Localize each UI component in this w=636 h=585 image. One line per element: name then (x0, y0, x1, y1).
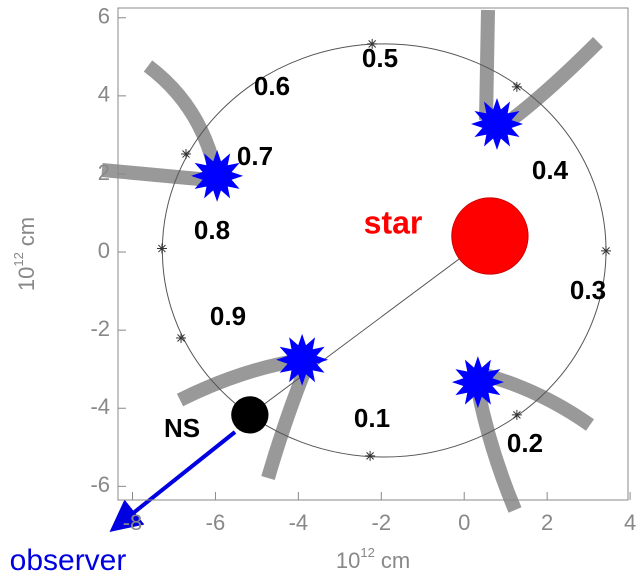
x-label-exp: 12 (360, 545, 374, 560)
x-axis-label: 1012 cm (336, 545, 410, 572)
x-tick-label: 2 (541, 510, 553, 535)
phase-label: 0.2 (507, 428, 543, 458)
orbit-point (176, 333, 186, 343)
chart: observer 1012cm 1012cm -8-6-4-2024-6-4-2… (0, 0, 636, 580)
star (452, 198, 528, 274)
burst (191, 150, 243, 202)
y-tick-label: 0 (98, 238, 110, 263)
phase-label: 0.6 (254, 71, 290, 101)
wind-tail (268, 370, 305, 478)
neutron-star (231, 396, 268, 433)
y-tick-label: -6 (90, 472, 110, 497)
y-label-unit: cm (14, 217, 39, 246)
y-label-exp: 12 (11, 252, 26, 266)
phase-label: 0.1 (354, 403, 390, 433)
y-tick-label: -2 (90, 316, 110, 341)
phase-label: 0.5 (362, 43, 398, 73)
wind-tail (180, 360, 300, 400)
observer-label: observer (10, 544, 127, 577)
phase-label: 0.7 (237, 141, 273, 171)
x-tick-label: -2 (372, 510, 392, 535)
observer-arrow (122, 432, 235, 522)
star-ns-line (250, 236, 490, 415)
y-tick-label: -4 (90, 394, 110, 419)
x-tick-label: 4 (624, 510, 636, 535)
orbit-point (512, 410, 522, 420)
orbit-point (181, 149, 191, 159)
x-tick-label: -4 (289, 510, 309, 535)
page: {"chart_data": {"type": "orbit", "xlim":… (0, 0, 636, 580)
orbit-point (365, 451, 375, 461)
burst (471, 98, 523, 150)
y-axis-label: 1012 cm (11, 217, 38, 291)
phase-label: 0.4 (532, 155, 569, 185)
y-tick-label: 4 (98, 82, 110, 107)
star-label: star (364, 204, 423, 240)
burst (276, 334, 328, 386)
y-label-base: 10 (14, 267, 39, 291)
x-tick-label: -8 (123, 510, 143, 535)
wind-tail (486, 10, 488, 120)
orbit-point (601, 246, 611, 256)
y-tick-label: 6 (98, 4, 110, 29)
x-label-base: 10 (336, 548, 360, 573)
phase-label: 0.8 (194, 215, 230, 245)
phase-label: 0.9 (210, 301, 246, 331)
orbit-point (512, 82, 522, 92)
burst (452, 356, 504, 408)
x-tick-label: -6 (206, 510, 226, 535)
ns-label: NS (164, 413, 200, 443)
y-tick-label: 2 (98, 160, 110, 185)
x-label-unit: cm (381, 548, 410, 573)
phase-label: 0.3 (570, 275, 606, 305)
x-tick-label: 0 (458, 510, 470, 535)
orbit-point (157, 244, 167, 254)
